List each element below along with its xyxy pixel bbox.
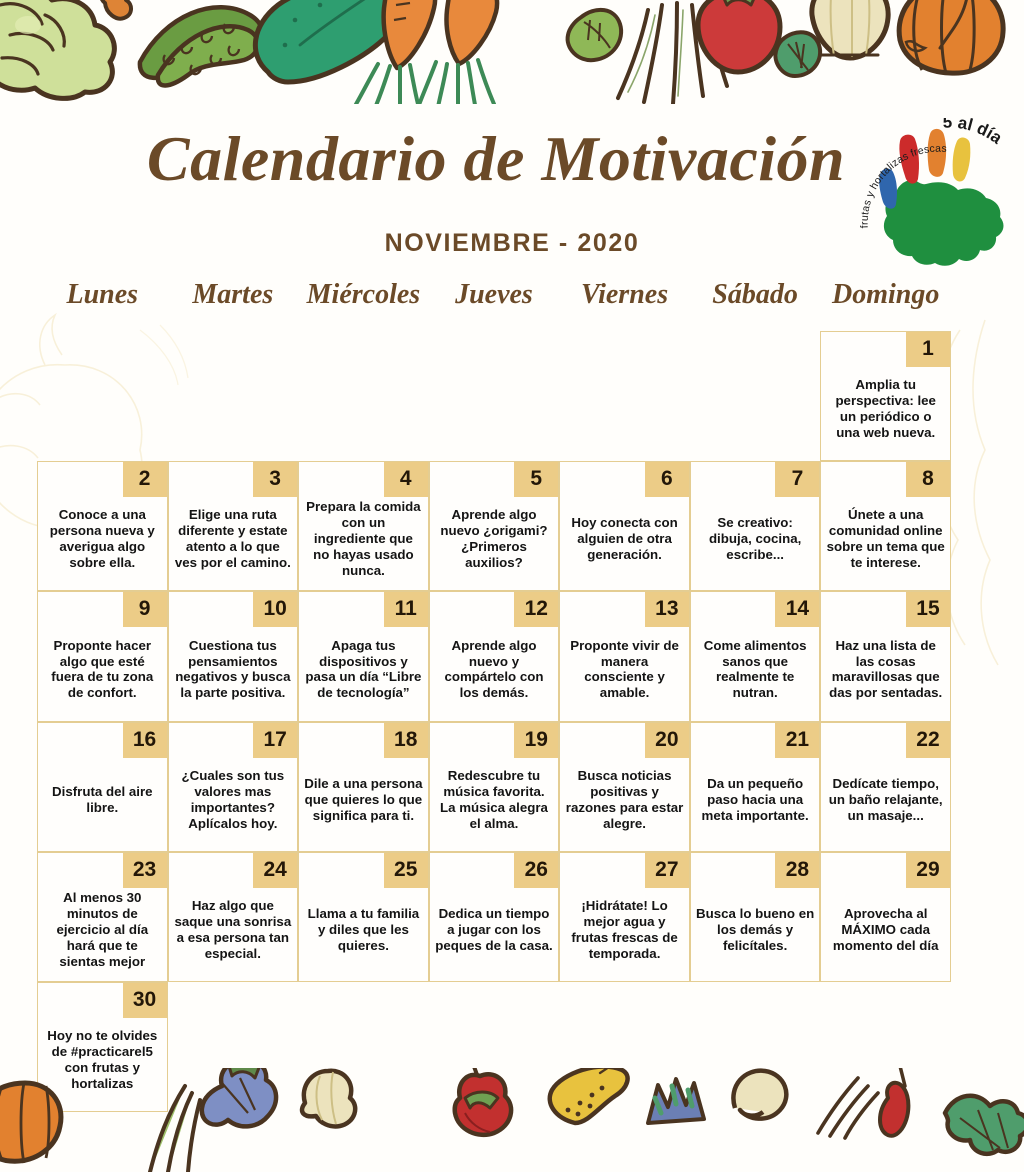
svg-text:5 al día: 5 al día [942,118,1006,148]
